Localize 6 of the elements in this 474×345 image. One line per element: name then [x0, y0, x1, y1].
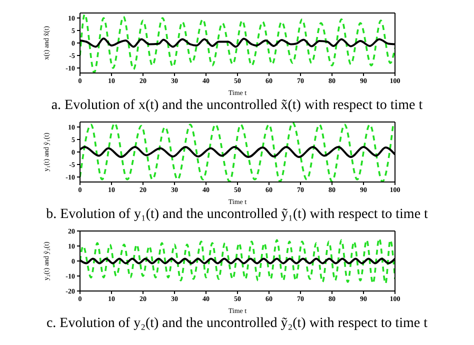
line-series: [80, 122, 394, 182]
text: c. Evolution of y₂(t) and the uncontrolled ỹ₂(t) with respect to time t: [45, 315, 429, 333]
text: b. Evolution of y₁(t) and the uncontrolled ỹ₁(t) with respect to time t: [45, 206, 429, 224]
text: a. Evolution of x(t) and the uncontrolled x̃(t) with respect to time t: [50, 97, 424, 115]
line-series: [80, 238, 395, 284]
line-series: [80, 13, 395, 73]
